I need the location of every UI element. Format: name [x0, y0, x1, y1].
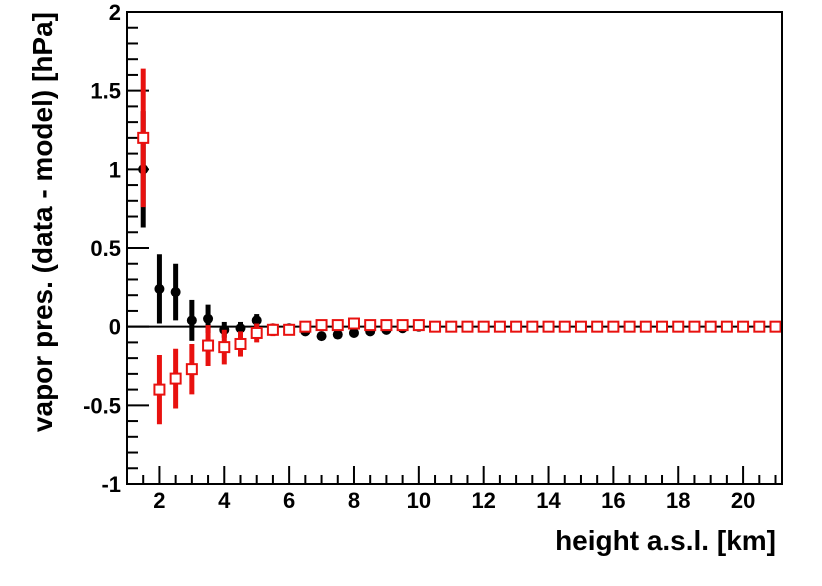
- data-point: [299, 320, 312, 333]
- data-point: [737, 320, 750, 333]
- data-point: [283, 323, 296, 336]
- data-point: [445, 320, 458, 333]
- data-point: [396, 319, 409, 332]
- data-point: [235, 323, 246, 334]
- x-tick-label: 6: [283, 488, 295, 513]
- data-point: [170, 287, 181, 298]
- data-point: [704, 320, 717, 333]
- x-tick-label: 8: [348, 488, 360, 513]
- data-point: [558, 320, 571, 333]
- y-tick-label: 1.5: [90, 79, 121, 104]
- data-point: [656, 320, 669, 333]
- x-tick-label: 18: [666, 488, 690, 513]
- x-tick-label: 2: [153, 488, 165, 513]
- data-point: [753, 320, 766, 333]
- data-point: [266, 323, 279, 336]
- data-point: [639, 320, 652, 333]
- data-point: [234, 337, 247, 350]
- data-point: [348, 327, 359, 338]
- data-point: [720, 320, 733, 333]
- data-point: [331, 319, 344, 332]
- data-point: [186, 315, 197, 326]
- data-point: [251, 315, 262, 326]
- data-point: [510, 320, 523, 333]
- x-tick-label: 10: [407, 488, 431, 513]
- plot-frame: [126, 11, 783, 485]
- series-filled-circle: [138, 111, 781, 342]
- series-group: [137, 68, 782, 425]
- x-axis-title: height a.s.l. [km]: [555, 525, 776, 556]
- y-tick-label: 1: [109, 157, 121, 182]
- data-point: [461, 320, 474, 333]
- data-point: [364, 319, 377, 332]
- axes: -1 -0.5 0 0.5 1 1.5 2 2 4 6 8 10 12 14 16 18 20: [83, 0, 777, 513]
- data-point: [203, 313, 214, 324]
- data-point: [218, 341, 231, 354]
- y-tick-label: -0.5: [83, 393, 121, 418]
- data-point: [137, 131, 150, 144]
- y-axis-title: vapor pres. (data - model) [hPa]: [27, 12, 58, 432]
- x-tick-label: 4: [218, 488, 231, 513]
- data-point: [316, 331, 327, 342]
- x-tick-label: 16: [601, 488, 625, 513]
- data-point: [185, 363, 198, 376]
- data-point: [688, 320, 701, 333]
- data-point: [477, 320, 490, 333]
- data-point: [202, 339, 215, 352]
- data-point: [591, 320, 604, 333]
- data-point: [607, 320, 620, 333]
- y-tick-label: -1: [101, 472, 121, 497]
- data-point: [623, 320, 636, 333]
- x-tick-label: 12: [471, 488, 495, 513]
- y-tick-label: 0.5: [90, 236, 121, 261]
- data-point: [332, 329, 343, 340]
- data-point: [153, 383, 166, 396]
- data-point: [169, 372, 182, 385]
- data-point: [429, 320, 442, 333]
- plot-frame-group: [126, 11, 783, 485]
- series-open-square: [137, 68, 782, 425]
- data-point: [412, 319, 425, 332]
- x-tick-label: 20: [731, 488, 755, 513]
- y-tick-label: 0: [109, 315, 121, 340]
- x-tick-label: 14: [536, 488, 561, 513]
- data-point: [574, 320, 587, 333]
- data-point: [380, 319, 393, 332]
- data-point: [526, 320, 539, 333]
- data-point: [672, 320, 685, 333]
- y-tick-label: 2: [109, 0, 121, 25]
- data-point: [347, 317, 360, 330]
- data-point: [154, 283, 165, 294]
- data-point: [769, 320, 782, 333]
- data-point: [315, 319, 328, 332]
- data-point: [493, 320, 506, 333]
- data-point: [250, 326, 263, 339]
- data-point: [542, 320, 555, 333]
